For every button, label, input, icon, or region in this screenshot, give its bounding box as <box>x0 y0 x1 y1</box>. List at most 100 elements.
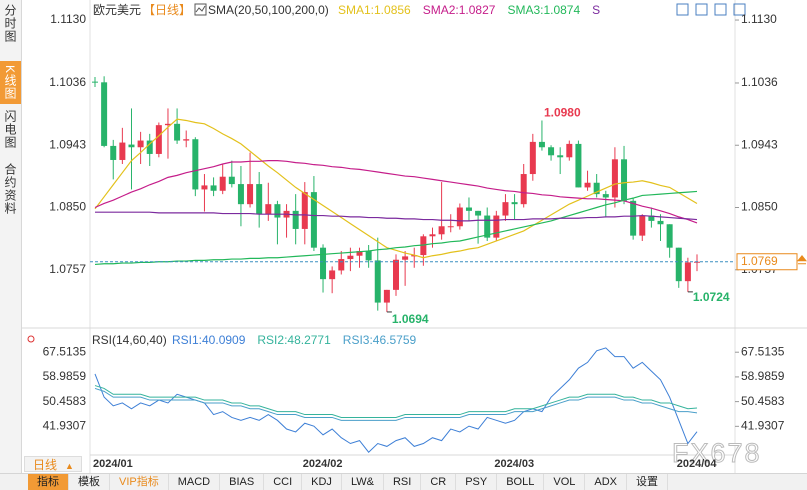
ma-line <box>94 160 698 224</box>
legend-entry: RSI2:48.2771 <box>257 333 331 347</box>
legend-entry: RSI3:46.5759 <box>343 333 417 347</box>
rsi-line <box>94 387 698 421</box>
candle-body <box>593 182 600 195</box>
candle-body <box>511 202 518 205</box>
y-tick-label: 1.0850 <box>49 200 86 214</box>
chart: 欧元美元 【日线】 SMA(20,50,100,200,0) RSI(14,60… <box>22 0 807 473</box>
last-price-box <box>736 253 798 271</box>
indicator: SMA(20,50,100,200,0) <box>208 3 329 17</box>
rsi-icon[interactable] <box>27 335 35 343</box>
interval-select[interactable]: 日线 ▲ <box>24 456 82 472</box>
legend-entry: S <box>592 3 600 17</box>
toolbar-item[interactable]: CR <box>421 474 457 490</box>
toolbar-item[interactable]: ADX <box>585 474 627 490</box>
candle-body <box>493 215 500 238</box>
toolbar-item[interactable]: MACD <box>169 474 221 490</box>
toolbar-item[interactable]: PSY <box>456 474 498 490</box>
candle-body <box>456 207 463 227</box>
candle-body <box>110 145 117 160</box>
candle-body <box>228 176 235 185</box>
last-price-arrow <box>796 254 807 265</box>
toolbar-item[interactable]: RSI <box>384 474 422 490</box>
candle-body <box>374 260 381 303</box>
candle-body <box>320 247 327 280</box>
candle-body <box>639 215 646 236</box>
indicator-icon <box>195 5 206 13</box>
candle-body <box>183 139 190 141</box>
icon[interactable] <box>714 3 727 16</box>
candle-body <box>602 194 609 198</box>
candle-body <box>383 289 390 303</box>
toolbar-item[interactable]: BOLL <box>497 474 545 490</box>
candle-body <box>155 125 162 154</box>
candle-body <box>557 155 564 158</box>
candle-body <box>247 184 254 205</box>
candle-body <box>338 259 345 271</box>
y-tick-label: 1.0943 <box>741 137 778 151</box>
legend-entry: SMA3:1.0874 <box>507 3 580 17</box>
candle-body <box>566 143 573 158</box>
tab[interactable]: K线图 <box>0 61 21 105</box>
tab[interactable]: 合约资料 <box>3 163 17 216</box>
candle-body <box>356 251 363 256</box>
toolbar-item[interactable]: BIAS <box>220 474 265 490</box>
y-tick-label: 58.9859 <box>43 369 87 383</box>
toolbar-item[interactable]: LW& <box>342 474 384 490</box>
candle-body <box>92 81 98 83</box>
candle-body <box>146 140 153 154</box>
toolbar-item[interactable]: VOL <box>544 474 586 490</box>
candle-body <box>420 236 427 256</box>
legend-entry: RSI1:40.0909 <box>172 333 246 347</box>
candle-body <box>520 174 527 205</box>
candle-body <box>347 255 354 260</box>
y-tick-label: 1.0943 <box>49 137 86 151</box>
y-tick-label: 1.1036 <box>49 75 86 89</box>
toolbar-item[interactable]: CCI <box>264 474 303 490</box>
candle-body <box>584 182 591 188</box>
sidebar: 分时图 K线图 闪电图 合约资料 <box>0 0 22 473</box>
icon[interactable] <box>733 3 746 16</box>
y-tick-label: 1.0757 <box>49 262 86 276</box>
candle-body <box>411 255 418 257</box>
y-tick-label: 41.9307 <box>741 419 785 433</box>
low-label: 1.0694 <box>392 312 429 326</box>
candle-body <box>675 247 682 282</box>
indicator-icon[interactable] <box>194 3 207 16</box>
candle-body <box>101 82 108 146</box>
candle-body <box>475 210 482 216</box>
candle-body <box>201 185 208 190</box>
toolbar-item[interactable]: 模板 <box>69 474 110 490</box>
y-tick-label: 58.9859 <box>741 369 785 383</box>
candle-body <box>210 185 217 191</box>
x-tick-label: 2024/04 <box>677 458 718 470</box>
period[interactable]: 【日线】 <box>143 3 191 17</box>
watermark: FX678 <box>672 438 762 468</box>
icon[interactable] <box>695 3 708 16</box>
arrow: ▲ <box>65 461 74 471</box>
toolbar-item[interactable]: 设置 <box>627 474 668 490</box>
ma-line <box>94 118 698 259</box>
y-tick-label: 1.1130 <box>741 12 777 26</box>
toolbar-item[interactable]: VIP指标 <box>110 474 169 490</box>
candle-body <box>666 224 673 248</box>
tab[interactable]: 闪电图 <box>3 110 17 150</box>
icon[interactable] <box>676 3 689 16</box>
candle-body <box>630 200 637 236</box>
low-label: 1.0724 <box>693 290 730 304</box>
candle-body <box>611 159 618 198</box>
candle-body <box>438 226 445 235</box>
tab[interactable]: 分时图 <box>3 4 17 43</box>
y-tick-label: 50.4583 <box>43 394 87 408</box>
interval: 日线 <box>33 458 58 472</box>
y-tick-label: 67.5135 <box>741 344 785 358</box>
candle-body <box>192 139 199 190</box>
ma-line <box>95 211 698 222</box>
rsi-line <box>94 385 698 418</box>
toolbar-item[interactable]: KDJ <box>302 474 342 490</box>
candle-body <box>684 262 691 282</box>
candle-body <box>174 123 181 141</box>
toolbar-item[interactable]: 指标 <box>28 474 69 490</box>
candle-body <box>575 143 582 188</box>
legend-entry: SMA2:1.0827 <box>423 3 496 17</box>
